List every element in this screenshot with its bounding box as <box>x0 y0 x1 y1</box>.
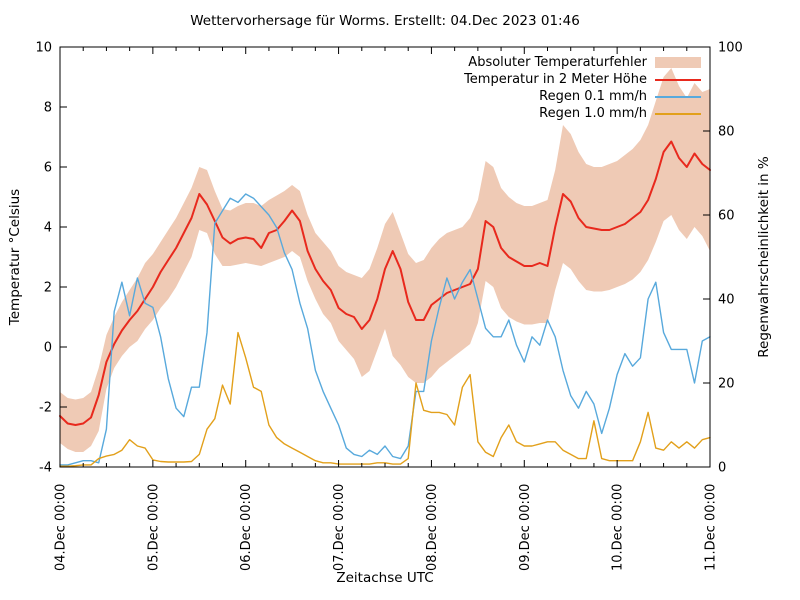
x-tick-label: 04.Dec 00:00 <box>54 484 69 571</box>
legend-swatch-rain-10-line <box>655 112 701 115</box>
x-tick-label: 11.Dec 00:00 <box>704 484 719 571</box>
legend-label-temperature: Temperatur in 2 Meter Höhe <box>464 72 647 87</box>
x-tick-label: 07.Dec 00:00 <box>332 484 347 571</box>
legend-swatch-rain-01-line <box>655 95 701 98</box>
y-axis-label-rain-probability: Regenwahrscheinlichkeit in % <box>756 156 772 358</box>
y-left-tick-label: 8 <box>44 101 52 116</box>
y-left-tick-label: 10 <box>35 41 52 56</box>
y-left-tick-label: 2 <box>44 281 52 296</box>
chart-title: Wettervorhersage für Worms. Erstellt: 04… <box>190 13 580 29</box>
x-tick-label: 10.Dec 00:00 <box>611 484 626 571</box>
rain-01-line <box>59 193 711 466</box>
x-axis-label: Zeitachse UTC <box>336 570 434 586</box>
y-axis-label-temperature: Temperatur °Celsius <box>7 188 23 326</box>
y-left-tick-label: -4 <box>39 461 52 476</box>
legend-label-rain-01: Regen 0.1 mm/h <box>539 89 647 104</box>
legend: Absoluter Temperaturfehler Temperatur in… <box>464 54 701 122</box>
y-right-tick-label: 80 <box>718 125 735 140</box>
legend-swatch-error-band <box>655 57 701 68</box>
temperature-error-band <box>60 68 710 452</box>
x-tick-label: 09.Dec 00:00 <box>518 484 533 571</box>
legend-label-rain-10: Regen 1.0 mm/h <box>539 106 647 121</box>
y-left-tick-label: 6 <box>44 161 52 176</box>
y-right-tick-label: 40 <box>718 293 735 308</box>
x-tick-label: 05.Dec 00:00 <box>146 484 161 571</box>
y-right-tick-label: 20 <box>718 377 735 392</box>
legend-swatch-temperature-line <box>655 78 701 81</box>
legend-item-rain-10: Regen 1.0 mm/h <box>464 105 701 122</box>
legend-item-temperature: Temperatur in 2 Meter Höhe <box>464 71 701 88</box>
y-right-tick-label: 60 <box>718 209 735 224</box>
temperature-line <box>59 140 711 426</box>
y-right-tick-label: 100 <box>718 41 743 56</box>
y-left-tick-label: 0 <box>44 341 52 356</box>
y-left-tick-label: -2 <box>39 401 52 416</box>
y-right-tick-label: 0 <box>718 461 726 476</box>
legend-item-rain-01: Regen 0.1 mm/h <box>464 88 701 105</box>
legend-label-error-band: Absoluter Temperaturfehler <box>468 55 647 70</box>
legend-item-error-band: Absoluter Temperaturfehler <box>464 54 701 71</box>
y-left-tick-label: 4 <box>44 221 52 236</box>
x-tick-label: 06.Dec 00:00 <box>239 484 254 571</box>
rain-10-line <box>59 331 711 467</box>
x-tick-label: 08.Dec 00:00 <box>425 484 440 571</box>
